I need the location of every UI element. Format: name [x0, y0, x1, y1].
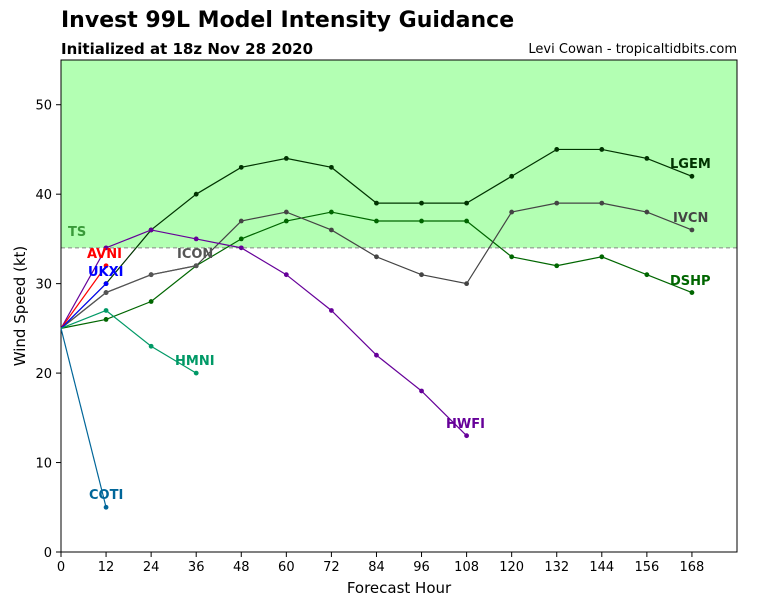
data-point-dshp — [283, 218, 289, 224]
x-tick-label: 36 — [188, 560, 205, 575]
x-tick-label: 0 — [57, 560, 65, 575]
data-point-dshp — [464, 218, 469, 224]
data-point-icon — [193, 263, 199, 269]
data-point-hmni — [103, 308, 109, 313]
data-point-dshp — [644, 272, 650, 278]
x-tick-label: 48 — [233, 560, 250, 575]
data-point-coti — [103, 504, 109, 510]
y-tick-label: 10 — [35, 457, 52, 472]
chart-credit: Levi Cowan - tropicaltidbits.com — [528, 42, 737, 57]
data-point-ivcn — [374, 254, 379, 260]
series-label-hmni: HMNI — [175, 354, 215, 369]
x-tick-label: 132 — [544, 560, 569, 575]
series-label-hwfi: HWFI — [446, 417, 485, 432]
data-point-ivcn — [644, 209, 650, 215]
x-tick-label: 72 — [323, 560, 340, 575]
series-label-ukxi: UKXI — [88, 265, 124, 280]
plot-frame — [60, 59, 738, 553]
data-point-lgem — [509, 173, 515, 179]
x-tick-label: 24 — [143, 560, 160, 575]
data-point-ivcn — [238, 218, 244, 224]
data-point-ivcn — [329, 227, 334, 233]
series-label-coti: COTI — [89, 488, 123, 503]
data-point-hwfi — [374, 352, 379, 358]
chart-title: Invest 99L Model Intensity Guidance — [61, 8, 515, 33]
data-point-dshp — [148, 299, 154, 304]
ts-label: TS — [68, 225, 86, 240]
x-tick-label: 144 — [589, 560, 614, 575]
series-label-dshp: DSHP — [670, 274, 711, 289]
data-point-ivcn — [419, 272, 424, 278]
y-tick-label: 20 — [35, 367, 52, 382]
data-point-lgem — [193, 191, 199, 197]
data-point-hwfi — [283, 272, 289, 278]
data-point-ivcn — [554, 200, 560, 206]
ts-region — [61, 60, 737, 248]
data-point-icon — [103, 290, 109, 295]
x-tick-label: 156 — [634, 560, 659, 575]
data-point-dshp — [374, 218, 379, 224]
data-point-dshp — [689, 290, 695, 295]
y-tick-label: 50 — [35, 99, 52, 114]
x-tick-label: 84 — [368, 560, 385, 575]
data-point-hwfi — [464, 433, 469, 439]
data-point-lgem — [644, 156, 650, 161]
x-tick-label: 120 — [499, 560, 524, 575]
series-line-avni — [60, 265, 107, 329]
data-point-lgem — [554, 147, 560, 152]
data-point-hwfi — [329, 308, 334, 313]
data-point-hmni — [148, 343, 154, 349]
data-point-hwfi — [419, 388, 424, 394]
data-point-ivcn — [689, 227, 695, 233]
series-line-ukxi — [60, 283, 107, 329]
series-label-icon: ICON — [177, 247, 213, 262]
series-line-icon — [60, 265, 197, 329]
data-point-lgem — [238, 164, 244, 170]
data-point-lgem — [374, 200, 379, 206]
data-point-dshp — [238, 236, 244, 242]
series-label-lgem: LGEM — [670, 157, 711, 172]
y-axis-label: Wind Speed (kt) — [11, 246, 29, 367]
data-point-hwfi — [103, 245, 109, 251]
y-tick-label: 0 — [44, 546, 52, 561]
data-point-lgem — [599, 147, 605, 152]
series-line-hmni — [60, 309, 197, 374]
data-point-avni — [103, 263, 109, 269]
x-tick-label: 168 — [680, 560, 705, 575]
series-label-ivcn: IVCN — [673, 211, 708, 226]
y-tick-label: 30 — [35, 278, 52, 293]
data-point-dshp — [419, 218, 424, 224]
y-tick-label: 40 — [35, 188, 52, 203]
data-point-lgem — [329, 164, 334, 170]
series-label-avni: AVNI — [87, 247, 122, 262]
data-point-icon — [148, 272, 154, 278]
data-point-dshp — [599, 254, 605, 260]
data-point-ukxi — [103, 281, 109, 287]
x-tick-label: 12 — [98, 560, 115, 575]
data-point-dshp — [103, 317, 109, 322]
data-point-lgem — [689, 173, 695, 179]
series-line-coti — [60, 328, 107, 508]
data-point-hmni — [193, 370, 199, 376]
data-point-ivcn — [509, 209, 515, 215]
data-point-ivcn — [599, 200, 605, 206]
data-point-hwfi — [148, 227, 154, 233]
data-point-hwfi — [238, 245, 244, 251]
data-point-dshp — [329, 209, 334, 215]
data-point-dshp — [509, 254, 515, 260]
data-point-lgem — [419, 200, 424, 206]
x-tick-label: 108 — [454, 560, 479, 575]
series-line-hwfi — [60, 229, 468, 437]
data-point-ivcn — [283, 209, 289, 215]
data-point-lgem — [464, 200, 469, 206]
data-point-ivcn — [464, 281, 469, 287]
x-axis-label: Forecast Hour — [347, 579, 452, 597]
chart-subtitle: Initialized at 18z Nov 28 2020 — [61, 40, 314, 58]
x-tick-label: 60 — [278, 560, 295, 575]
data-point-lgem — [283, 156, 289, 161]
data-point-hwfi — [193, 236, 199, 242]
data-point-dshp — [554, 263, 560, 269]
x-tick-label: 96 — [413, 560, 430, 575]
